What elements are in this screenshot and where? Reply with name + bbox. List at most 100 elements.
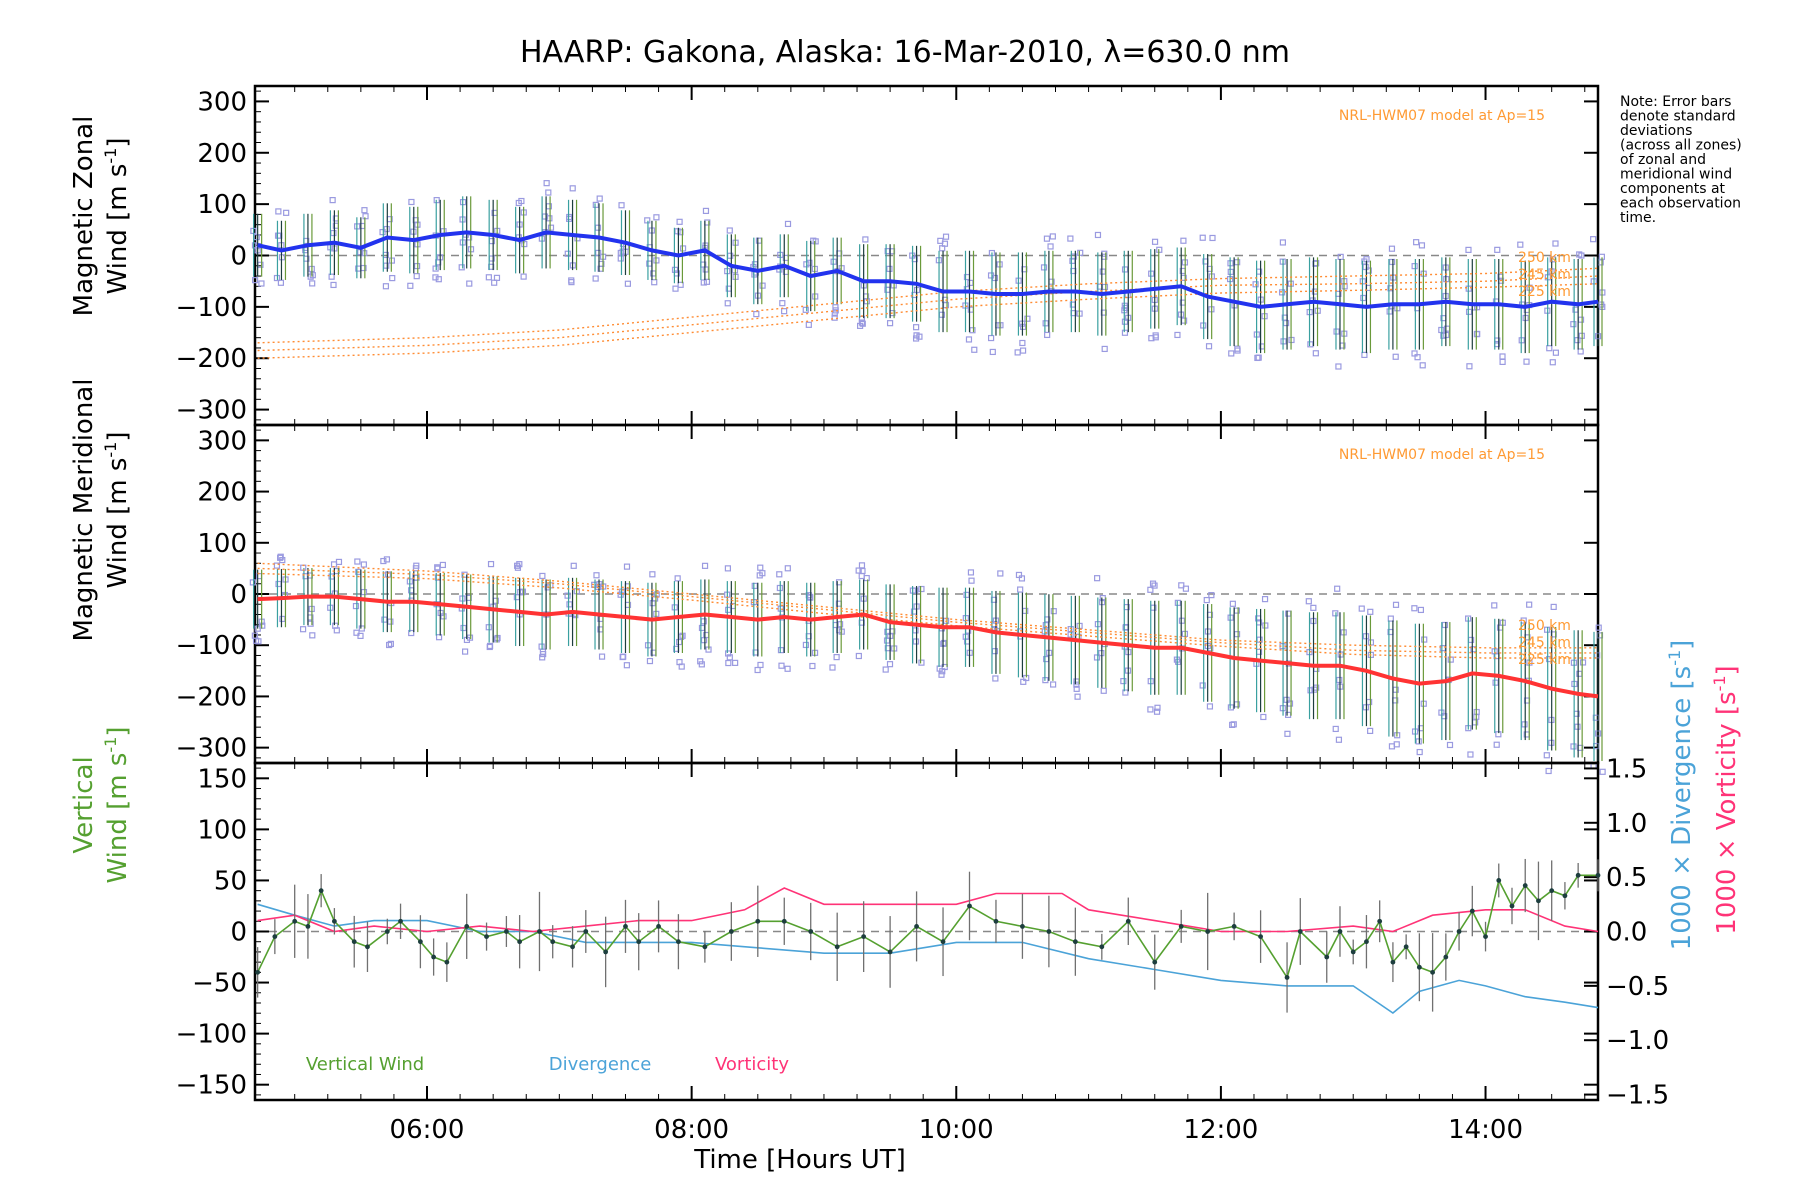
meridional-scatter-point [678,663,685,670]
zonal-scatter-point [1590,236,1597,243]
vertical-ytick-label: −100 [176,1020,247,1050]
svg-text:Wind [m s-1]: Wind [m s-1] [101,138,133,295]
vertical-wind-point [781,918,787,924]
vertical-wind-point [1072,939,1078,945]
meridional-scatter-point [1520,617,1527,624]
zonal-scatter-point [618,202,625,209]
zonal-scatter-point [1465,308,1473,315]
vertical-wind-point [676,939,681,945]
vertical-wind-point [1403,944,1409,950]
zonal-ylabel-end: ] [103,138,133,148]
zonal-scatter-point [1552,240,1559,247]
meridional-scatter-point [1491,602,1498,609]
zonal-scatter-point [520,273,527,280]
meridional-scatter-point [279,615,286,623]
zonal-scatter-point [1362,263,1369,271]
meridional-scatter-point [360,561,367,568]
meridional-scatter-point [1599,768,1606,775]
meridional-scatter-point [1147,706,1154,713]
meridional-scatter-point [249,579,256,586]
zonal-scatter-point [1099,268,1106,275]
zonal-ylabel-line2: Wind [m s [103,164,133,295]
meridional-scatter-point [1122,689,1129,696]
panel-vertical: 150 100 50 0 −50 −100 −150 1.5 1.0 0.5 0.0 −0.5 −1.0… [176,754,1670,1145]
vertical-right-ytick-label: 1.5 [1606,754,1647,784]
meridional-scatter-point [918,659,925,666]
meridional-scatter-point [829,664,836,671]
zonal-scatter-point [755,237,763,244]
zonal-scatter-point [677,281,684,288]
zonal-scatter-point [1019,347,1027,354]
meridional-scatter-point [967,569,975,576]
meridional-scatter-point [252,637,260,644]
zonal-scatter-point [831,314,838,321]
zonal-scatter-point [595,249,602,257]
note-line: of zonal and [1620,152,1706,168]
vertical-wind-point [1536,898,1541,904]
zonal-scatter-point [1312,350,1319,357]
meridional-scatter-point [1151,582,1158,589]
vertical-wind-point [272,934,278,940]
vertical-ylabel-sup: -1 [101,737,120,753]
zonal-scatter-point [1024,315,1031,322]
meridional-ytick-label: 200 [197,478,247,508]
zonal-scatter-point [651,279,658,286]
zonal-scatter-point [1279,239,1286,246]
meridional-scatter-point [564,592,571,599]
vertical-wind-point [623,923,628,929]
vertical-wind-point [1416,964,1422,970]
vertical-ytick-label: 50 [214,866,247,896]
zonal-scatter-point [886,265,893,272]
zonal-scatter-point [1392,353,1399,360]
vertical-ytick-label: 150 [197,764,247,794]
meridional-scatter-point [1594,652,1601,659]
zonal-scatter-point [644,217,651,224]
meridional-scatter-point [1574,723,1581,730]
zonal-scatter-point [1040,264,1048,271]
zonal-scatter-point [1252,281,1259,288]
zonal-scatter-point [759,282,766,289]
meridional-scatter-point [858,572,865,580]
zonal-scatter-point [435,276,442,283]
zonal-scatter-point [330,229,337,237]
zonal-scatter-point [1499,358,1506,365]
zonal-scatter-point [307,273,314,280]
meridional-scatter-point [620,653,627,660]
meridional-ylabel-end: ] [103,432,133,442]
vertical-right-ytick-label: −1.5 [1606,1081,1669,1111]
meridional-scatter-point [1178,617,1186,624]
meridional-scatter-point [697,658,704,665]
vertical-wind-point [537,929,542,934]
zonal-ytick-label: 200 [197,139,247,169]
meridional-scatter-point [435,634,443,641]
note-line: denote standard [1620,109,1736,125]
zonal-scatter-point [703,278,711,285]
meridional-scatter-point [676,638,683,646]
meridional-scatter-point [1203,596,1210,604]
x-tick-label: 14:00 [1448,1115,1523,1145]
vertical-wind-point [1509,903,1515,909]
zonal-model-altitude: 250 km [1518,250,1571,266]
vertical-wind-point [808,929,814,934]
zonal-scatter-point [408,198,415,206]
vertical-wind-point [656,923,661,929]
meridional-scatter-point [1526,601,1533,608]
vertical-wind-point [1324,954,1330,960]
vertical-wind-point [1297,929,1303,934]
meridional-scatter-point [784,665,791,672]
zonal-scatter-point [989,348,996,356]
meridional-model-altitude: 245 km [1518,635,1571,651]
vertical-wind-point [570,944,575,950]
vorticity-ylabel-end: ] [1712,665,1742,675]
meridional-scatter-point [1521,721,1528,728]
vertical-wind-point [1046,929,1052,934]
meridional-scatter-point [1579,659,1587,666]
zonal-scatter-point [594,224,602,231]
vertical-wind-point [993,918,999,924]
meridional-scatter-point [1337,651,1344,658]
meridional-scatter-point [299,626,307,633]
zonal-scatter-point [700,279,707,286]
meridional-scatter-point [757,661,764,669]
zonal-scatter-point [1205,343,1213,350]
